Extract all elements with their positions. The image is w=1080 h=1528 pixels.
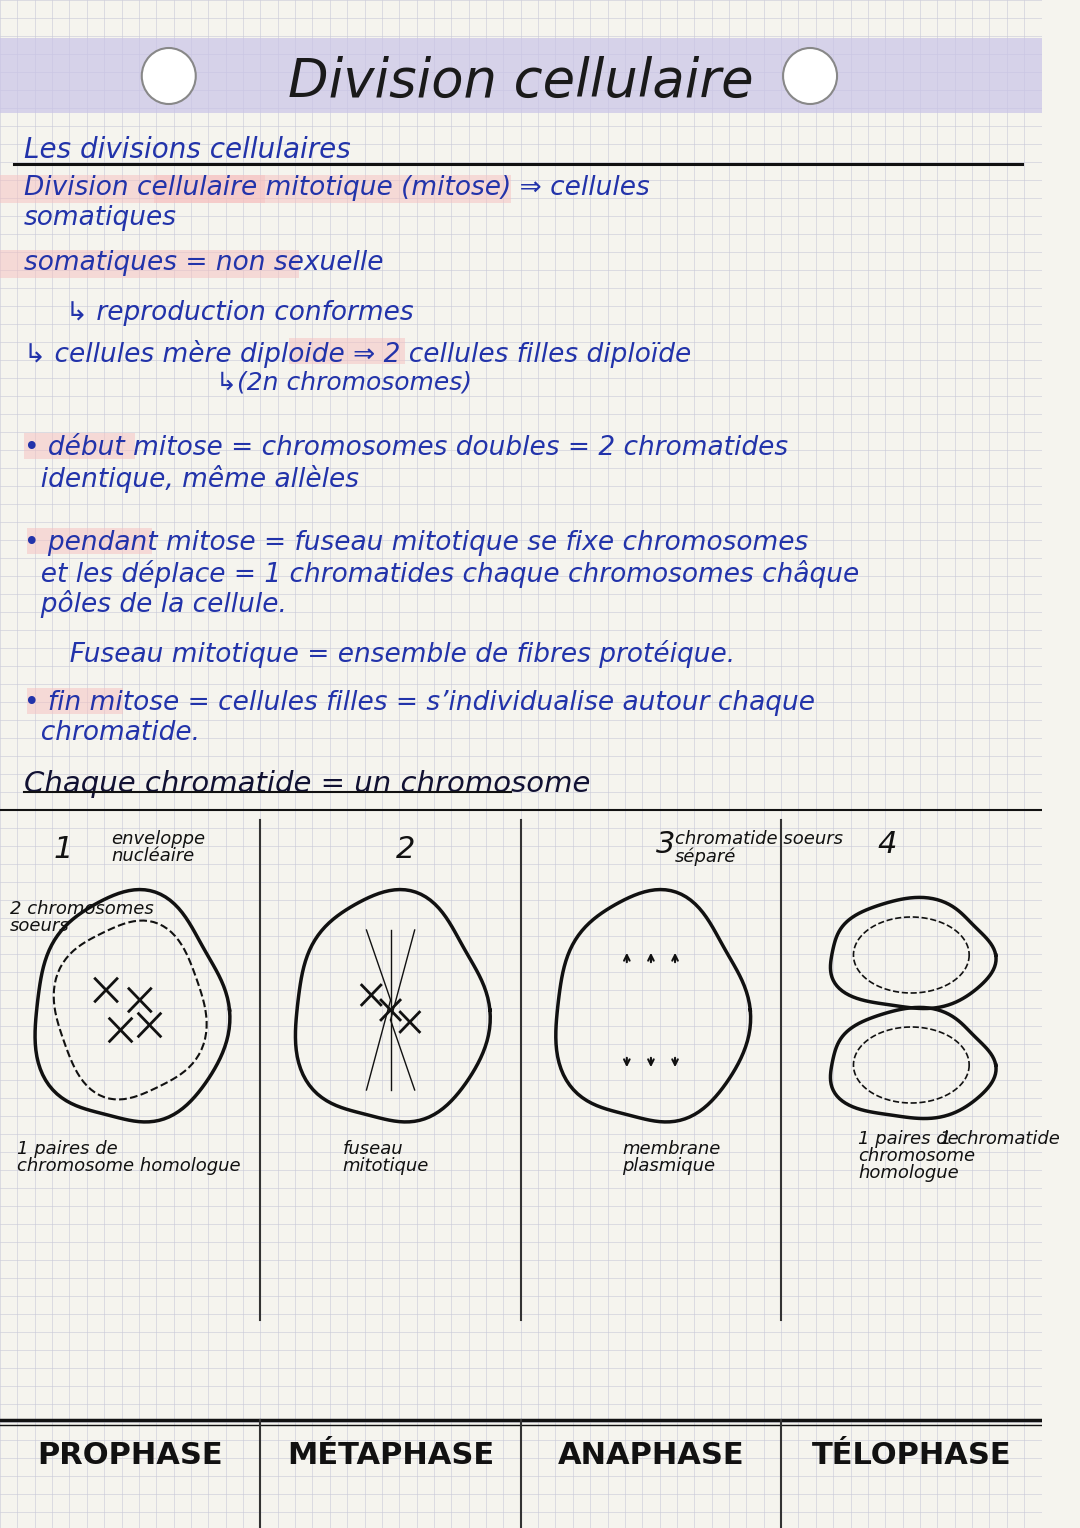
Text: enveloppe: enveloppe <box>111 830 205 848</box>
Text: ↳(2n chromosomes): ↳(2n chromosomes) <box>24 370 472 394</box>
Text: • début mitose = chromosomes doubles = 2 chromatides: • début mitose = chromosomes doubles = 2… <box>24 435 788 461</box>
Bar <box>154 176 266 203</box>
Text: plasmique: plasmique <box>622 1157 715 1175</box>
Text: 1 paires de: 1 paires de <box>859 1131 959 1148</box>
Bar <box>27 688 123 714</box>
Bar <box>289 338 405 364</box>
Bar <box>24 432 135 458</box>
Text: 2: 2 <box>395 834 415 863</box>
Text: somatiques = non sexuelle: somatiques = non sexuelle <box>24 251 383 277</box>
Text: MÉTAPHASE: MÉTAPHASE <box>287 1441 495 1470</box>
Text: ↳ cellules mère diploide ⇒ 2 cellules filles diploïde: ↳ cellules mère diploide ⇒ 2 cellules fi… <box>24 341 691 368</box>
Bar <box>27 529 152 555</box>
Text: • pendant mitose = fuseau mitotique se fixe chromosomes: • pendant mitose = fuseau mitotique se f… <box>24 530 808 556</box>
Circle shape <box>783 47 837 104</box>
Text: membrane: membrane <box>622 1140 720 1158</box>
Text: 4: 4 <box>878 830 896 859</box>
Text: 3: 3 <box>656 830 675 859</box>
Text: Division cellulaire: Division cellulaire <box>288 57 754 108</box>
Bar <box>0 38 1041 113</box>
Text: et les déplace = 1 chromatides chaque chromosomes châque: et les déplace = 1 chromatides chaque ch… <box>24 559 860 588</box>
Text: fuseau: fuseau <box>342 1140 403 1158</box>
Text: • fin mitose = cellules filles = s’individualise autour chaque: • fin mitose = cellules filles = s’indiv… <box>24 691 815 717</box>
Text: somatiques: somatiques <box>24 205 177 231</box>
Text: ANAPHASE: ANAPHASE <box>557 1441 744 1470</box>
Text: ↳ reproduction conformes: ↳ reproduction conformes <box>24 299 414 325</box>
Text: chromatide soeurs: chromatide soeurs <box>675 830 843 848</box>
Text: Division cellulaire mitotique (mitose) ⇒ cellules: Division cellulaire mitotique (mitose) ⇒… <box>24 176 650 202</box>
Text: identique, même allèles: identique, même allèles <box>24 465 360 494</box>
Text: 1 paires de: 1 paires de <box>17 1140 118 1158</box>
Text: TÉLOPHASE: TÉLOPHASE <box>811 1441 1011 1470</box>
Text: chromatide.: chromatide. <box>24 720 200 746</box>
Text: homologue: homologue <box>859 1164 959 1183</box>
Text: soeurs: soeurs <box>10 917 69 935</box>
Text: pôles de la cellule.: pôles de la cellule. <box>24 590 287 617</box>
Text: 1 chromatide: 1 chromatide <box>941 1131 1061 1148</box>
Text: 2 chromosomes: 2 chromosomes <box>10 900 153 918</box>
Text: séparé: séparé <box>675 847 737 865</box>
Circle shape <box>141 47 195 104</box>
Text: PROPHASE: PROPHASE <box>38 1441 222 1470</box>
Text: Les divisions cellulaires: Les divisions cellulaires <box>24 136 351 163</box>
Text: nucléaire: nucléaire <box>111 847 194 865</box>
Text: chromosome: chromosome <box>859 1148 975 1164</box>
Bar <box>0 176 511 203</box>
Text: chromosome homologue: chromosome homologue <box>17 1157 241 1175</box>
Text: mitotique: mitotique <box>342 1157 429 1175</box>
Text: 1: 1 <box>53 834 72 863</box>
Text: Fuseau mitotique = ensemble de fibres protéique.: Fuseau mitotique = ensemble de fibres pr… <box>53 640 735 668</box>
Text: Chaque chromatide = un chromosome: Chaque chromatide = un chromosome <box>24 770 591 798</box>
Bar <box>0 251 299 278</box>
